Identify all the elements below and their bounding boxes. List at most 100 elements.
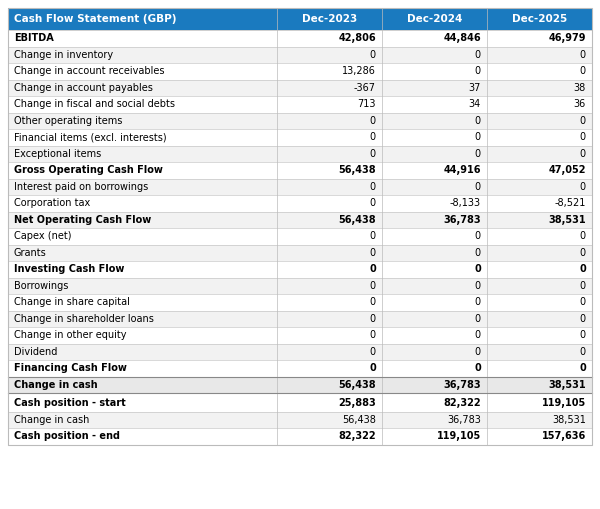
Text: Borrowings: Borrowings — [14, 281, 68, 291]
Text: 0: 0 — [580, 182, 586, 192]
Text: 0: 0 — [580, 314, 586, 324]
Text: Financing Cash Flow: Financing Cash Flow — [14, 363, 127, 373]
Text: Corporation tax: Corporation tax — [14, 198, 90, 208]
Text: 82,322: 82,322 — [338, 431, 376, 441]
Text: 713: 713 — [357, 99, 376, 109]
Bar — [8, 344, 592, 360]
Text: 0: 0 — [370, 281, 376, 291]
Text: Change in cash: Change in cash — [14, 415, 89, 425]
Text: 82,322: 82,322 — [443, 398, 481, 408]
Text: Financial items (excl. interests): Financial items (excl. interests) — [14, 132, 167, 142]
Text: 0: 0 — [475, 248, 481, 258]
Text: 0: 0 — [580, 330, 586, 340]
Text: 56,438: 56,438 — [342, 415, 376, 425]
Text: Cash Flow Statement (GBP): Cash Flow Statement (GBP) — [14, 14, 176, 24]
Text: 0: 0 — [370, 132, 376, 142]
Text: 0: 0 — [475, 116, 481, 126]
Text: Investing Cash Flow: Investing Cash Flow — [14, 264, 124, 274]
Text: 0: 0 — [370, 330, 376, 340]
Text: Net Operating Cash Flow: Net Operating Cash Flow — [14, 215, 151, 225]
Bar — [8, 112, 592, 129]
Bar — [8, 46, 592, 63]
Text: 0: 0 — [580, 347, 586, 357]
Text: 38,531: 38,531 — [548, 215, 586, 225]
Bar — [8, 162, 592, 179]
Text: Change in account receivables: Change in account receivables — [14, 66, 164, 76]
Text: 0: 0 — [370, 347, 376, 357]
Text: 0: 0 — [579, 264, 586, 274]
Text: 42,806: 42,806 — [338, 33, 376, 43]
Text: 46,979: 46,979 — [548, 33, 586, 43]
Text: Dec-2024: Dec-2024 — [407, 14, 462, 24]
Text: Dec-2025: Dec-2025 — [512, 14, 567, 24]
Bar — [8, 261, 592, 277]
Bar — [8, 212, 592, 228]
Text: 0: 0 — [475, 50, 481, 60]
Bar — [8, 96, 592, 112]
Text: Change in fiscal and social debts: Change in fiscal and social debts — [14, 99, 175, 109]
Text: Grants: Grants — [14, 248, 47, 258]
Text: 119,105: 119,105 — [437, 431, 481, 441]
Text: Cash position - start: Cash position - start — [14, 398, 126, 408]
Text: 36: 36 — [574, 99, 586, 109]
Text: 44,916: 44,916 — [443, 165, 481, 175]
Bar — [8, 327, 592, 344]
Text: 0: 0 — [475, 297, 481, 307]
Text: 0: 0 — [475, 231, 481, 241]
Text: 0: 0 — [580, 248, 586, 258]
Text: 0: 0 — [370, 182, 376, 192]
Bar — [8, 411, 592, 428]
Bar — [8, 294, 592, 310]
Text: 36,783: 36,783 — [443, 215, 481, 225]
Bar — [8, 8, 592, 30]
Text: 0: 0 — [370, 50, 376, 60]
Text: -8,133: -8,133 — [450, 198, 481, 208]
Bar — [8, 63, 592, 79]
Text: Change in other equity: Change in other equity — [14, 330, 127, 340]
Bar — [8, 30, 592, 46]
Bar — [8, 79, 592, 96]
Text: 0: 0 — [370, 198, 376, 208]
Text: 38,531: 38,531 — [552, 415, 586, 425]
Text: Interest paid on borrowings: Interest paid on borrowings — [14, 182, 148, 192]
Text: Cash position - end: Cash position - end — [14, 431, 120, 441]
Bar — [8, 377, 592, 393]
Bar — [8, 129, 592, 146]
Text: 0: 0 — [475, 132, 481, 142]
Text: 0: 0 — [475, 347, 481, 357]
Bar — [8, 360, 592, 377]
Text: 0: 0 — [474, 363, 481, 373]
Bar — [8, 8, 592, 444]
Text: 0: 0 — [370, 116, 376, 126]
Text: 0: 0 — [370, 248, 376, 258]
Text: 0: 0 — [475, 330, 481, 340]
Text: 0: 0 — [474, 264, 481, 274]
Bar — [8, 179, 592, 195]
Text: 0: 0 — [580, 297, 586, 307]
Bar — [8, 195, 592, 212]
Bar — [8, 310, 592, 327]
Text: 38: 38 — [574, 83, 586, 93]
Text: -367: -367 — [354, 83, 376, 93]
Text: 0: 0 — [370, 231, 376, 241]
Text: 56,438: 56,438 — [338, 215, 376, 225]
Text: 0: 0 — [370, 314, 376, 324]
Text: Change in share capital: Change in share capital — [14, 297, 130, 307]
Text: Change in shareholder loans: Change in shareholder loans — [14, 314, 154, 324]
Text: Exceptional items: Exceptional items — [14, 149, 101, 159]
Text: 25,883: 25,883 — [338, 398, 376, 408]
Text: 0: 0 — [580, 132, 586, 142]
Bar — [8, 395, 592, 411]
Text: 0: 0 — [369, 363, 376, 373]
Text: -8,521: -8,521 — [554, 198, 586, 208]
Bar — [8, 228, 592, 244]
Text: 36,783: 36,783 — [443, 380, 481, 390]
Text: 0: 0 — [580, 66, 586, 76]
Bar — [8, 428, 592, 444]
Text: 37: 37 — [469, 83, 481, 93]
Text: 0: 0 — [370, 297, 376, 307]
Text: 0: 0 — [580, 281, 586, 291]
Text: 0: 0 — [580, 116, 586, 126]
Text: Dec-2023: Dec-2023 — [302, 14, 357, 24]
Text: 47,052: 47,052 — [548, 165, 586, 175]
